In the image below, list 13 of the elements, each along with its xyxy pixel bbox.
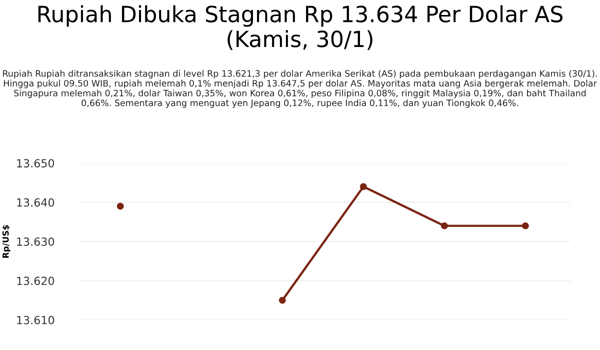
point (360, 183, 367, 190)
point (116, 202, 124, 210)
y-tick-label: 13.650 (17, 159, 54, 168)
point (278, 296, 286, 304)
y-tick-label: 13.610 (17, 316, 54, 324)
chart-title: Rupiah Dibuka Stagnan Rp 13.634 Per Dolar AS (Kamis, 30/1) (38, 5, 563, 50)
y-axis-title: Rp/US$ (2, 225, 10, 258)
point (522, 222, 529, 230)
point (440, 222, 448, 230)
chart-subtitle: Rupiah Rupiah ditransaksikan stagnan di level Rp 13.621,3 per dolar Amerika Serikat (AS) pada pembukaan perdagangan Kamis (30/1). Hingga pukul 09.50 WIB, rupiah melemah 0,1% menjadi Rp 13.647,5 per dolar AS. Mayoritas mata uang Asia bergerak melemah. Dolar Singapura melemah 0,21%, dolar Taiwan 0,35%, won Korea 0,61%, peso Filipina 0,08%, ringgit Malaysia 0,19%, dan baht Thailand 0,66%. Sementara yang menguat yen Jepang 0,12%, rupee India 0,11%, dan yuan Tiongkok 0,46%. (3, 70, 597, 108)
y-tick-label: 13.620 (17, 276, 54, 286)
y-tick-label: 13.640 (17, 198, 54, 207)
y-tick-label: 13.630 (17, 237, 54, 246)
